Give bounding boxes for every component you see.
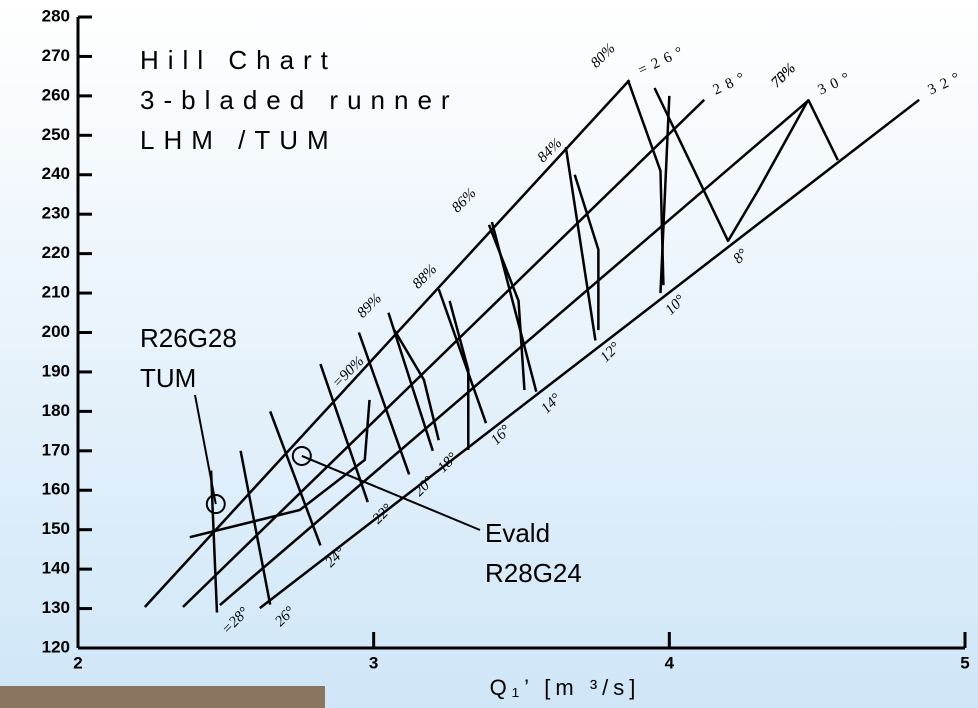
- x-tick-label: 2: [73, 653, 82, 672]
- blade-line: [182, 98, 706, 608]
- annotation: Evald: [485, 518, 550, 548]
- y-tick-label: 170: [42, 440, 70, 459]
- y-tick-label: 260: [42, 85, 70, 104]
- chart-title: 3-bladed runner: [140, 85, 459, 115]
- guide-vane-line: [653, 87, 730, 243]
- y-tick-label: 180: [42, 401, 70, 420]
- y-tick-label: 190: [42, 361, 70, 380]
- y-tick-label: 130: [42, 598, 70, 617]
- operating-point: [205, 494, 226, 515]
- x-tick-label: 3: [369, 653, 378, 672]
- y-tick-label: 240: [42, 164, 70, 183]
- guide-vane-line: [239, 450, 272, 605]
- operating-point: [291, 445, 312, 466]
- blade-line: [143, 79, 631, 608]
- y-tick-label: 250: [42, 125, 70, 144]
- x-tick-label: 5: [960, 653, 969, 672]
- y-tick-label: 160: [42, 480, 70, 499]
- leader-line: [301, 455, 481, 531]
- y-tick-label: 230: [42, 204, 70, 223]
- y-tick-label: 150: [42, 519, 70, 538]
- chart-title: LHM /TUM: [140, 125, 338, 155]
- guide-vane-line: [387, 312, 434, 452]
- efficiency-contour: [626, 79, 665, 286]
- guide-vane-line: [357, 332, 411, 475]
- y-tick-label: 280: [42, 6, 70, 25]
- guide-vane-line: [437, 288, 488, 424]
- guide-vane-line: [269, 410, 322, 546]
- efficiency-contour: [807, 99, 839, 161]
- y-tick-label: 140: [42, 559, 70, 578]
- efficiency-contour: [487, 224, 526, 391]
- efficiency-contour: [393, 329, 440, 441]
- guide-vane-line: [209, 470, 219, 613]
- blade-line: [219, 98, 810, 606]
- annotation: R28G24: [485, 558, 582, 588]
- y-tick-label: 220: [42, 243, 70, 262]
- y-tick-label: 210: [42, 283, 70, 302]
- photo-fragment: [0, 686, 325, 708]
- efficiency-contour: [448, 300, 470, 451]
- annotation: R26G28: [140, 323, 237, 353]
- annotation: TUM: [140, 363, 196, 393]
- guide-vane-line: [564, 146, 597, 341]
- y-tick-label: 270: [42, 46, 70, 65]
- chart-title: Hill Chart: [140, 45, 337, 75]
- efficiency-contour: [189, 399, 371, 539]
- blade-line: [259, 98, 920, 610]
- leader-line: [194, 394, 217, 505]
- y-tick-label: 120: [42, 637, 70, 656]
- y-tick-label: 200: [42, 322, 70, 341]
- x-axis-label: Q₁’ [m ³/s]: [490, 675, 641, 700]
- efficiency-contour: [573, 174, 600, 331]
- x-tick-label: 4: [665, 653, 675, 672]
- efficiency-contour: [727, 99, 810, 241]
